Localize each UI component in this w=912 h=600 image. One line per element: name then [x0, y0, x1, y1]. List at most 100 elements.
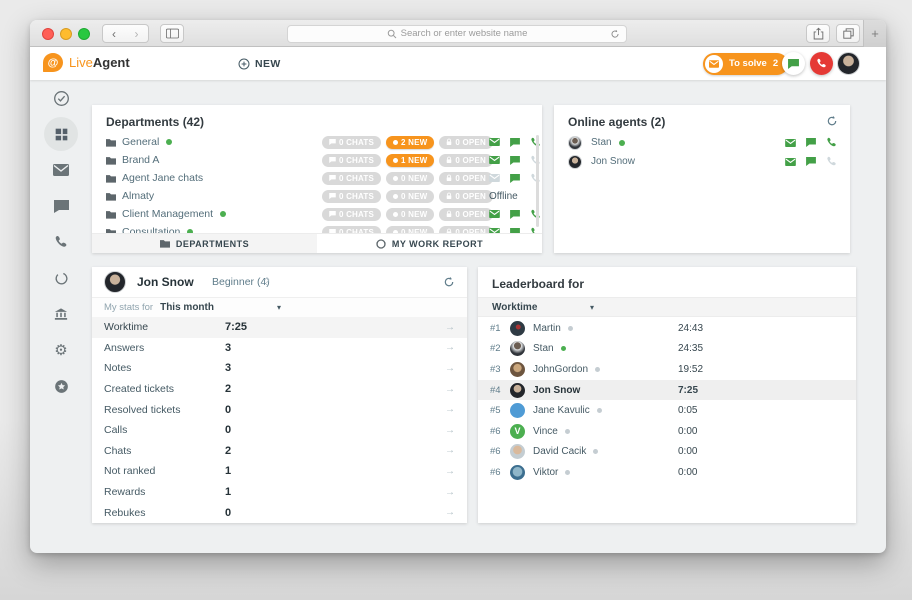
- chat-icon[interactable]: [510, 227, 520, 233]
- agent-row[interactable]: Stan: [554, 133, 850, 152]
- sidebar-toggle-button[interactable]: [160, 24, 184, 43]
- stat-row[interactable]: Worktime 7:25 →: [92, 317, 467, 338]
- leaderboard-row[interactable]: #6 V Vince 0:00: [478, 421, 856, 442]
- refresh-icon[interactable]: [826, 115, 838, 127]
- department-row[interactable]: Agent Jane chats 0 CHATS 0 NEW 0 OPEN: [92, 169, 542, 187]
- stat-row[interactable]: Rebukes 0 →: [92, 502, 467, 523]
- chat-icon[interactable]: [510, 155, 520, 165]
- back-button[interactable]: ‹: [102, 24, 126, 43]
- department-row[interactable]: Consultation 0 CHATS 0 NEW 0 OPEN: [92, 223, 542, 233]
- leaderboard-row[interactable]: #3 JohnGordon 19:52: [478, 359, 856, 380]
- chat-icon[interactable]: [510, 209, 520, 219]
- open-badge[interactable]: 0 OPEN: [439, 225, 493, 233]
- sidebar-item-tickets[interactable]: [30, 80, 92, 116]
- calls-button[interactable]: [810, 52, 833, 75]
- share-button[interactable]: [806, 24, 830, 43]
- address-bar[interactable]: Search or enter website name: [287, 24, 627, 43]
- open-badge[interactable]: 0 OPEN: [439, 171, 493, 185]
- tab-overview-button[interactable]: [836, 24, 860, 43]
- stat-row[interactable]: Notes 3 →: [92, 358, 467, 379]
- chat-icon[interactable]: [806, 157, 816, 166]
- chats-badge[interactable]: 0 CHATS: [322, 225, 382, 233]
- new-badge[interactable]: 0 NEW: [386, 207, 435, 221]
- scrollbar[interactable]: [536, 135, 539, 227]
- new-button[interactable]: NEW: [238, 47, 281, 80]
- to-solve-button[interactable]: To solve 2: [703, 52, 789, 75]
- stat-row[interactable]: Calls 0 →: [92, 420, 467, 441]
- new-badge[interactable]: 2 NEW: [386, 135, 435, 149]
- circle-icon: [393, 157, 399, 163]
- leaderboard-title: Leaderboard for: [492, 277, 585, 291]
- stat-label: Rebukes: [104, 506, 146, 519]
- mail-icon[interactable]: [489, 138, 500, 146]
- sidebar-item-chats[interactable]: [30, 188, 92, 224]
- new-badge[interactable]: 0 NEW: [386, 189, 435, 203]
- mail-icon[interactable]: [785, 157, 796, 166]
- minimize-button[interactable]: [60, 27, 72, 40]
- stat-row[interactable]: Resolved tickets 0 →: [92, 399, 467, 420]
- reload-icon[interactable]: [610, 29, 620, 39]
- stat-row[interactable]: Answers 3 →: [92, 338, 467, 359]
- forward-button[interactable]: ›: [125, 24, 149, 43]
- close-button[interactable]: [42, 27, 54, 40]
- chats-badge[interactable]: 0 CHATS: [322, 135, 382, 149]
- chat-icon[interactable]: [806, 138, 816, 147]
- phone-icon[interactable]: [530, 227, 541, 233]
- leaderboard-row-current-user[interactable]: #4 Jon Snow 7:25: [478, 379, 856, 401]
- refresh-icon[interactable]: [443, 276, 455, 288]
- new-badge[interactable]: 0 NEW: [386, 225, 435, 233]
- agent-avatar: [568, 154, 582, 169]
- mail-icon[interactable]: [785, 138, 796, 147]
- open-badge[interactable]: 0 OPEN: [439, 153, 493, 167]
- sidebar-item-calls[interactable]: [30, 224, 92, 260]
- new-badge[interactable]: 1 NEW: [386, 153, 435, 167]
- help-icon[interactable]: ?: [264, 276, 270, 288]
- status-dot: [593, 449, 599, 455]
- open-badge[interactable]: 0 OPEN: [439, 189, 493, 203]
- department-row[interactable]: General 0 CHATS 2 NEW 0 OPEN: [92, 133, 542, 151]
- new-tab-button[interactable]: +: [863, 20, 886, 47]
- leaderboard-metric-selector[interactable]: Worktime ▾: [478, 297, 856, 317]
- stat-row[interactable]: Not ranked 1 →: [92, 461, 467, 482]
- leaderboard-row[interactable]: #6 David Cacik 0:00: [478, 442, 856, 463]
- period-selector[interactable]: My stats for This month ▾: [92, 297, 467, 317]
- chat-icon[interactable]: [510, 173, 520, 183]
- sidebar-item-dashboard[interactable]: [30, 116, 92, 152]
- stat-row[interactable]: Created tickets 2 →: [92, 379, 467, 400]
- open-badge[interactable]: 0 OPEN: [439, 135, 493, 149]
- sidebar-item-mail[interactable]: [30, 152, 92, 188]
- sidebar-item-academy[interactable]: [30, 296, 92, 332]
- phone-icon[interactable]: [826, 156, 837, 167]
- sidebar-item-settings[interactable]: ⚙: [30, 332, 92, 368]
- leaderboard-row[interactable]: #1 Martin 24:43: [478, 318, 856, 339]
- chats-badge[interactable]: 0 CHATS: [322, 153, 382, 167]
- leaderboard-row[interactable]: #5 Jane Kavulic 0:05: [478, 400, 856, 421]
- tab-departments[interactable]: DEPARTMENTS: [92, 234, 317, 253]
- sidebar-item-badges[interactable]: [30, 368, 92, 404]
- new-badge[interactable]: 0 NEW: [386, 171, 435, 185]
- liveagent-logo[interactable]: @ Live Agent: [43, 53, 130, 72]
- mail-icon[interactable]: [489, 210, 500, 218]
- phone-icon[interactable]: [826, 137, 837, 148]
- open-badge[interactable]: 0 OPEN: [439, 207, 493, 221]
- chats-badge[interactable]: 0 CHATS: [322, 207, 382, 221]
- chats-badge[interactable]: 0 CHATS: [322, 171, 382, 185]
- stat-row[interactable]: Chats 2 →: [92, 441, 467, 462]
- chats-button[interactable]: [782, 52, 805, 75]
- chats-badge[interactable]: 0 CHATS: [322, 189, 382, 203]
- mail-icon[interactable]: [489, 228, 500, 233]
- mail-icon[interactable]: [489, 174, 500, 182]
- agent-row[interactable]: Jon Snow: [554, 152, 850, 171]
- user-avatar[interactable]: [837, 52, 860, 75]
- mail-icon[interactable]: [489, 156, 500, 164]
- department-row[interactable]: Client Management 0 CHATS 0 NEW 0 OPEN: [92, 205, 542, 223]
- leaderboard-row[interactable]: #2 Stan 24:35: [478, 339, 856, 360]
- chat-icon[interactable]: [510, 137, 520, 147]
- stat-row[interactable]: Rewards 1 →: [92, 482, 467, 503]
- department-row[interactable]: Almaty 0 CHATS 0 NEW 0 OPEN Offline: [92, 187, 542, 205]
- tab-my-work-report[interactable]: MY WORK REPORT: [317, 234, 542, 253]
- leaderboard-row[interactable]: #6 Viktor 0:00: [478, 462, 856, 483]
- department-row[interactable]: Brand A 0 CHATS 1 NEW 0 OPEN: [92, 151, 542, 169]
- sidebar-item-timer[interactable]: [30, 260, 92, 296]
- fullscreen-button[interactable]: [78, 27, 90, 40]
